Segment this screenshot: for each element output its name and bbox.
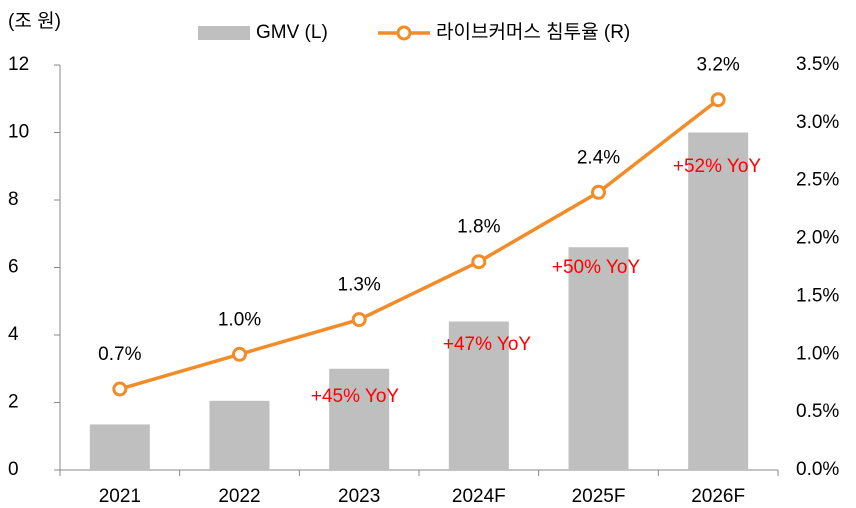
line-marker: [232, 346, 247, 362]
y-tick-label: 4: [8, 324, 19, 345]
line-marker: [351, 312, 367, 328]
bar: [568, 247, 629, 470]
legend-swatch: [198, 26, 250, 40]
annotation: +50% YoY: [552, 257, 641, 278]
line-marker: [112, 381, 128, 397]
y-tick-label: 10: [8, 122, 29, 143]
y-tick-label: 6: [8, 257, 19, 278]
y2-tick-label: 1.5%: [796, 285, 839, 306]
y-tick-label: 12: [8, 54, 29, 75]
legend-label: 라이브커머스 침투율 (R): [436, 21, 630, 43]
y-tick-label: 8: [8, 189, 19, 210]
y-tick-label: 0: [8, 459, 19, 480]
line: [119, 98, 720, 391]
x-tick-label: 2026F: [691, 486, 745, 507]
bar: [89, 424, 150, 470]
data-label: 1.3%: [338, 275, 381, 296]
data-label: 2.4%: [577, 147, 620, 168]
x-tick-label: 2021: [99, 486, 141, 507]
y-axis-label: (조 원): [8, 10, 61, 32]
data-label: 0.7%: [98, 344, 141, 365]
line-marker: [591, 184, 606, 200]
y2-tick-label: 3.5%: [796, 54, 839, 75]
x-tick-label: 2023: [338, 486, 380, 507]
bar: [329, 368, 390, 470]
y2-tick-label: 0.5%: [796, 401, 839, 422]
y-tick-label: 2: [8, 392, 19, 413]
y2-tick-label: 1.0%: [796, 343, 839, 364]
annotation: +45% YoY: [311, 386, 400, 407]
data-label: 3.2%: [697, 55, 740, 76]
y2-tick-label: 0.0%: [796, 459, 839, 480]
y2-tick-label: 2.0%: [796, 228, 839, 249]
line-marker: [710, 92, 726, 108]
line-marker: [471, 254, 487, 270]
annotation: +52% YoY: [673, 156, 762, 177]
x-tick-label: 2022: [218, 486, 260, 507]
legend-swatch: [396, 25, 412, 41]
data-label: 1.8%: [457, 217, 500, 238]
bar: [688, 132, 749, 470]
bar: [448, 321, 509, 470]
annotation: +47% YoY: [443, 334, 532, 355]
x-tick-label: 2024F: [452, 486, 506, 507]
y2-tick-label: 3.0%: [796, 112, 839, 133]
x-tick-label: 2025F: [572, 486, 626, 507]
data-label: 1.0%: [218, 309, 261, 330]
bar: [209, 400, 270, 470]
y2-tick-label: 2.5%: [796, 170, 839, 191]
legend-label: GMV (L): [256, 22, 328, 43]
